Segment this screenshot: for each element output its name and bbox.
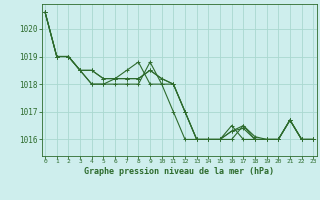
X-axis label: Graphe pression niveau de la mer (hPa): Graphe pression niveau de la mer (hPa)	[84, 167, 274, 176]
